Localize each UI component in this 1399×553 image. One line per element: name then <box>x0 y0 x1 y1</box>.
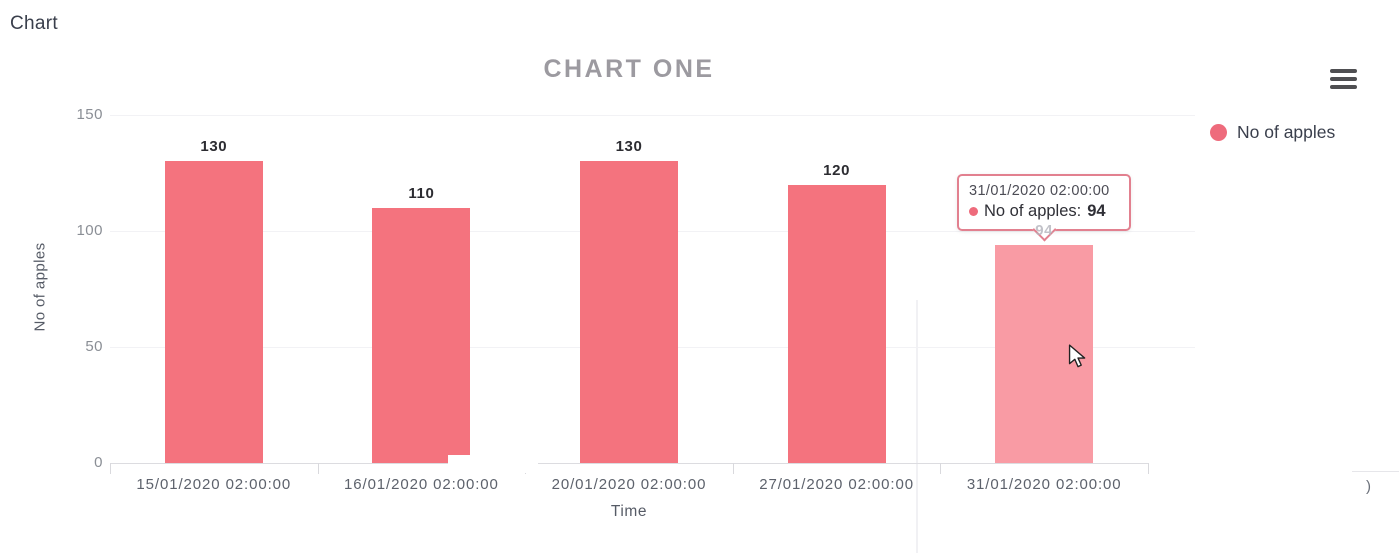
y-tick-label: 150 <box>76 106 103 123</box>
x-axis-line <box>110 463 1148 464</box>
x-tick-label: 15/01/2020 02:00:00 <box>136 476 292 493</box>
legend-label: No of apples <box>1237 122 1336 142</box>
x-tick-label: 27/01/2020 02:00:00 <box>759 476 914 493</box>
x-tick-mark <box>317 463 319 474</box>
legend-item-no-of-apples[interactable]: No of apples <box>1210 122 1335 143</box>
tooltip-series-marker-icon <box>969 207 978 216</box>
capture-artifact-axis-fragment <box>1352 471 1399 472</box>
chart-title: CHART ONE <box>543 55 715 83</box>
bar[interactable] <box>372 207 471 463</box>
menu-bar <box>1330 68 1357 74</box>
y-tick-label: 100 <box>76 222 103 239</box>
x-tick-mark <box>732 463 734 474</box>
bar[interactable] <box>995 244 1094 463</box>
tooltip: 31/01/2020 02:00:00 No of apples: 94 <box>957 174 1131 242</box>
bar[interactable] <box>164 161 263 463</box>
y-tick-label: 0 <box>94 454 103 471</box>
legend-marker-icon <box>1210 124 1227 141</box>
bar-value-label: 120 <box>823 161 851 179</box>
bar[interactable] <box>580 161 678 463</box>
x-tick-mark <box>1148 463 1149 474</box>
bar-value-label: 94 <box>1035 221 1054 239</box>
y-tick-label: 50 <box>85 338 103 355</box>
x-tick-mark <box>110 463 111 474</box>
tooltip-date: 31/01/2020 02:00:00 <box>969 183 1110 199</box>
bar[interactable] <box>787 184 886 463</box>
x-tick-label: 16/01/2020 02:00:00 <box>344 476 499 493</box>
x-tick-mark <box>940 463 942 474</box>
page-title: Chart <box>10 13 58 34</box>
x-tick-label: 31/01/2020 02:00:00 <box>966 476 1122 493</box>
menu-bar <box>1330 76 1357 82</box>
capture-artifact-text-fragment: ) <box>1366 478 1371 495</box>
capture-artifact-white-box <box>448 455 538 473</box>
bar-value-label: 110 <box>408 184 435 202</box>
x-axis-title: Time <box>610 503 648 520</box>
tooltip-value: 94 <box>1087 202 1106 220</box>
gridline <box>110 115 1195 116</box>
capture-artifact-vertical-line <box>916 300 918 553</box>
menu-bar <box>1330 84 1357 90</box>
x-tick-label: 20/01/2020 02:00:00 <box>551 476 707 493</box>
bar-value-label: 130 <box>200 138 228 156</box>
hamburger-menu-icon[interactable] <box>1330 64 1360 94</box>
tooltip-series-label: No of apples: <box>984 202 1082 220</box>
bar-value-label: 130 <box>615 138 643 156</box>
tooltip-series-row: No of apples: 94 <box>969 202 1119 221</box>
